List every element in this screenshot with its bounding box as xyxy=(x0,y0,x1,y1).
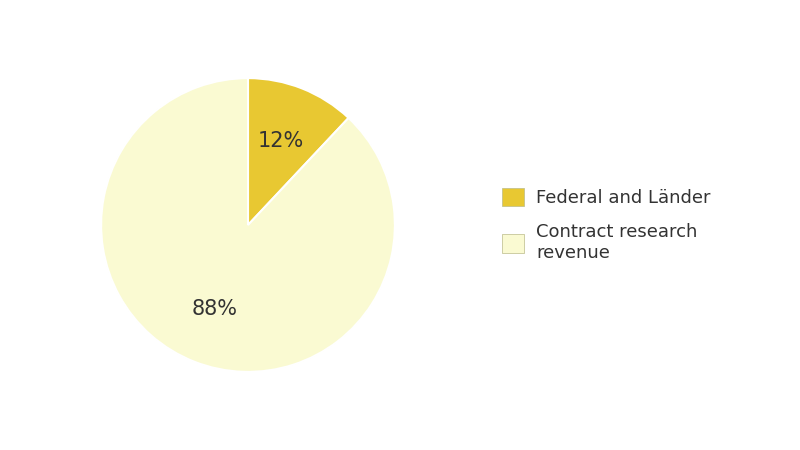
Wedge shape xyxy=(101,78,395,372)
Text: 88%: 88% xyxy=(192,298,238,319)
Wedge shape xyxy=(248,78,349,225)
Text: 12%: 12% xyxy=(258,131,304,152)
Legend: Federal and Länder, Contract research
revenue: Federal and Länder, Contract research re… xyxy=(494,180,718,270)
